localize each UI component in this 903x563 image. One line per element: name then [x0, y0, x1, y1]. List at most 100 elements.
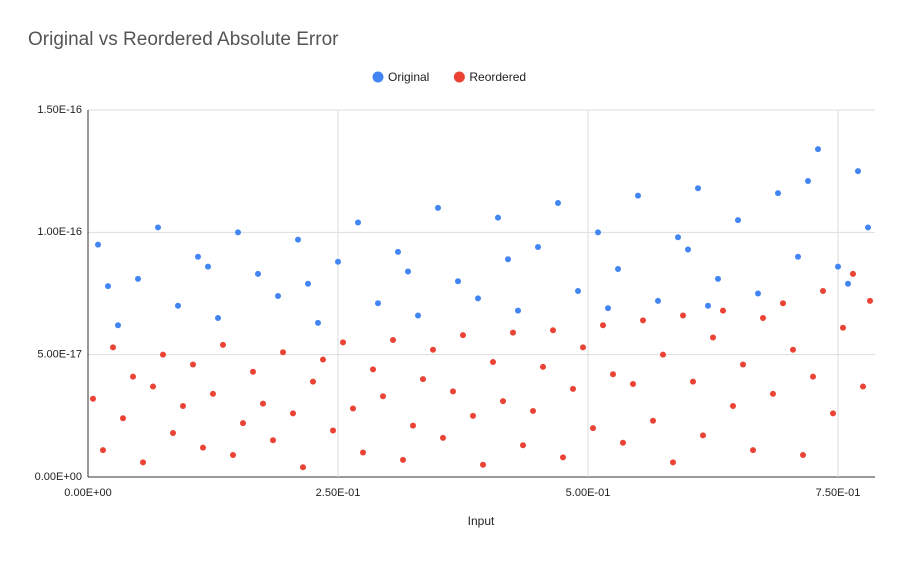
y-tick-label: 5.00E-17	[37, 349, 82, 361]
point	[840, 324, 846, 331]
point	[360, 449, 366, 456]
point	[685, 246, 691, 253]
point	[115, 322, 121, 329]
x-tick-label: 0.00E+00	[64, 487, 111, 499]
x-tick-label: 2.50E-01	[316, 487, 361, 499]
point	[375, 300, 381, 307]
point	[810, 373, 816, 380]
point	[110, 344, 116, 351]
point	[695, 185, 701, 192]
point	[470, 412, 476, 419]
point	[435, 204, 441, 211]
point	[720, 307, 726, 314]
point	[355, 219, 361, 226]
point	[655, 297, 661, 304]
point	[300, 464, 306, 471]
point	[575, 288, 581, 295]
legend-label: Original	[388, 70, 429, 84]
point	[480, 461, 486, 468]
point	[395, 248, 401, 255]
point	[780, 300, 786, 307]
point	[550, 327, 556, 334]
legend-marker	[453, 71, 465, 83]
point	[635, 192, 641, 199]
point	[710, 334, 716, 341]
point	[180, 403, 186, 410]
point	[775, 190, 781, 197]
point	[760, 314, 766, 321]
point	[210, 390, 216, 397]
point	[515, 307, 521, 314]
point	[615, 266, 621, 273]
point	[620, 439, 626, 446]
point	[220, 341, 226, 348]
point	[650, 417, 656, 424]
point	[230, 451, 236, 458]
point	[420, 376, 426, 383]
point	[400, 456, 406, 463]
point	[855, 168, 861, 175]
x-tick-label: 5.00E-01	[566, 487, 611, 499]
point	[275, 292, 281, 299]
point	[320, 356, 326, 363]
point	[610, 371, 616, 378]
x-axis-label: Input	[468, 514, 495, 528]
x-tick-label: 7.50E-01	[816, 487, 861, 499]
point	[205, 263, 211, 270]
point	[90, 395, 96, 402]
point	[500, 398, 506, 405]
point	[415, 312, 421, 319]
point	[740, 361, 746, 368]
point	[830, 410, 836, 417]
point	[315, 319, 321, 326]
point	[770, 390, 776, 397]
point	[270, 437, 276, 444]
point	[130, 373, 136, 380]
point	[280, 349, 286, 356]
legend-label: Reordered	[469, 70, 526, 84]
y-tick-label: 0.00E+00	[35, 471, 82, 483]
point	[750, 447, 756, 454]
point	[430, 346, 436, 353]
point	[200, 444, 206, 451]
point	[675, 234, 681, 241]
point	[140, 459, 146, 466]
point	[370, 366, 376, 373]
point	[380, 393, 386, 400]
y-tick-label: 1.50E-16	[37, 104, 82, 116]
legend-marker	[372, 71, 384, 83]
point	[160, 351, 166, 358]
point	[815, 146, 821, 153]
point	[240, 420, 246, 427]
chart-title: Original vs Reordered Absolute Error	[28, 29, 339, 50]
point	[150, 383, 156, 390]
point	[730, 403, 736, 410]
point	[580, 344, 586, 351]
point	[290, 410, 296, 417]
point	[100, 447, 106, 454]
point	[255, 270, 261, 277]
point	[340, 339, 346, 346]
point	[195, 253, 201, 260]
point	[460, 332, 466, 339]
point	[310, 378, 316, 385]
point	[235, 229, 241, 236]
point	[410, 422, 416, 429]
point	[540, 363, 546, 370]
point	[790, 346, 796, 353]
point	[715, 275, 721, 282]
point	[865, 224, 871, 231]
point	[175, 302, 181, 309]
point	[260, 400, 266, 407]
point	[595, 229, 601, 236]
point	[520, 442, 526, 449]
point	[605, 305, 611, 312]
point	[570, 385, 576, 392]
point	[705, 302, 711, 309]
point	[295, 236, 301, 243]
point	[630, 381, 636, 388]
point	[250, 368, 256, 375]
point	[600, 322, 606, 329]
point	[690, 378, 696, 385]
